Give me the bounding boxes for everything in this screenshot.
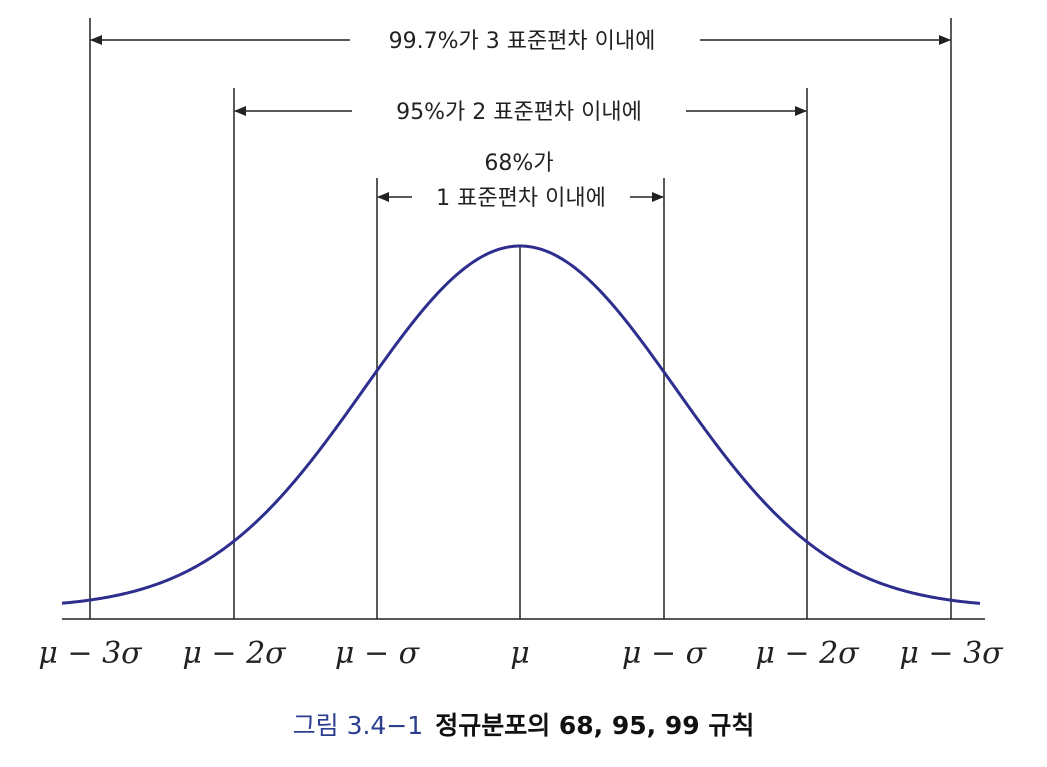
bell-curve	[61, 244, 981, 605]
figure-caption: 그림 3.4−1 정규분포의 68, 95, 99 규칙	[0, 706, 1047, 742]
tick-label: μ − σ	[335, 636, 421, 671]
tick-label: μ − 2σ	[755, 636, 860, 671]
range-2sigma-label: 95%가 2 표준편차 이내에	[396, 100, 642, 125]
range-3sigma-label: 99.7%가 3 표준편차 이내에	[389, 29, 656, 54]
caption-text: 정규분포의 68, 95, 99 규칙	[435, 711, 755, 740]
tick-labels: μ − 3σ μ − 2σ μ − σ μ μ − σ μ − 2σ μ − 3…	[38, 636, 1004, 671]
range-1sigma-label-line1: 68%가	[484, 151, 553, 176]
sigma-lines	[89, 18, 952, 619]
tick-label: μ − 3σ	[38, 636, 143, 671]
normal-distribution-diagram: 99.7%가 3 표준편차 이내에 95%가 2 표준편차 이내에 68%가 1…	[38, 18, 1004, 671]
tick-label: μ − σ	[622, 636, 708, 671]
tick-label: μ − 3σ	[899, 636, 1004, 671]
tick-label: μ − 2σ	[182, 636, 287, 671]
caption-label: 그림 3.4−1	[292, 711, 424, 740]
range-1sigma-label-line2: 1 표준편차 이내에	[436, 186, 606, 211]
tick-label: μ	[510, 636, 530, 671]
